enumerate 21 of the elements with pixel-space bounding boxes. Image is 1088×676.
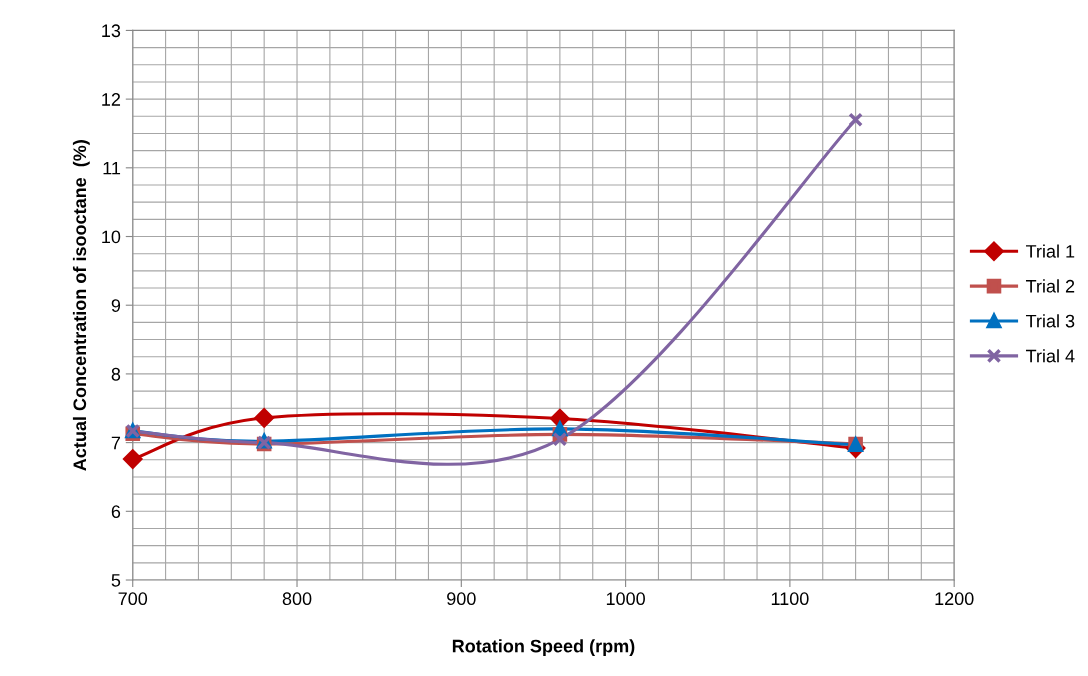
y-tick-label: 10 — [102, 230, 121, 244]
y-axis-title: Actual Concentration of isooctane (%) — [72, 140, 90, 471]
y-tick-label: 7 — [111, 436, 121, 450]
y-tick-label: 8 — [111, 367, 121, 381]
x-tick-label: 1100 — [771, 592, 809, 606]
x-tick-label: 900 — [447, 592, 476, 606]
y-tick-label: 5 — [111, 574, 121, 587]
x-tick-label: 800 — [282, 592, 312, 606]
y-tick-label: 13 — [102, 24, 121, 38]
legend-label: Trial 4 — [1025, 349, 1075, 363]
y-tick-label: 6 — [111, 505, 121, 519]
y-tick-label: 12 — [102, 93, 121, 106]
y-tick-label: 9 — [111, 299, 121, 312]
x-axis-title: Rotation Speed (rpm) — [452, 639, 635, 657]
x-tick-label: 1200 — [935, 592, 974, 606]
legend-label: Trial 1 — [1025, 244, 1075, 258]
x-tick-label: 700 — [118, 592, 148, 606]
legend-label: Trial 3 — [1025, 314, 1075, 328]
legend-label: Trial 2 — [1025, 279, 1075, 293]
x-tick-label: 1000 — [606, 592, 645, 606]
y-tick-label: 11 — [103, 161, 121, 175]
